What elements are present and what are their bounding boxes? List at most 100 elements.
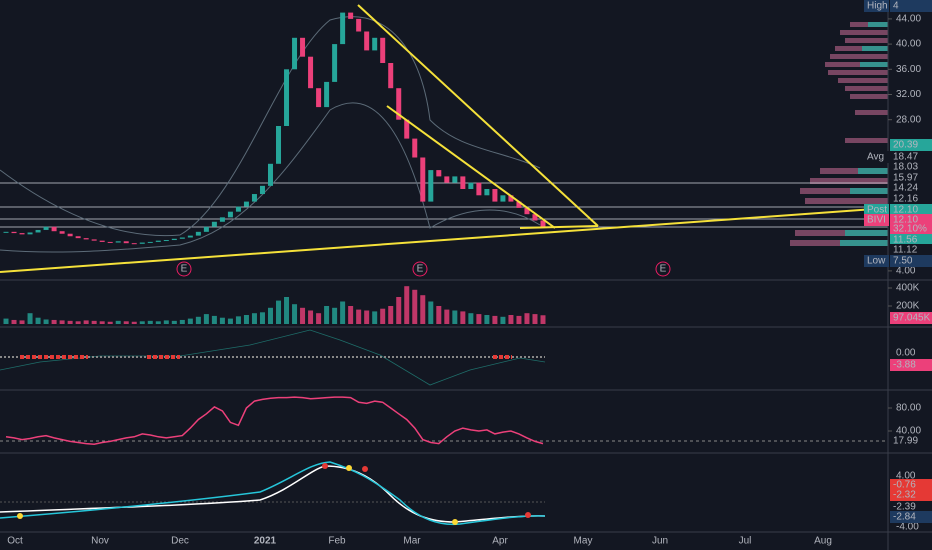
candle — [428, 170, 434, 202]
candle — [452, 176, 458, 183]
candle — [147, 241, 153, 243]
candle — [187, 235, 193, 238]
volume-bar — [404, 286, 410, 324]
volume-bar — [251, 313, 257, 324]
badge-tag — [864, 204, 889, 216]
volume-bar — [364, 310, 370, 324]
volume-bar — [460, 311, 466, 324]
badge-tag-text: Post — [867, 205, 887, 216]
candle — [404, 119, 410, 139]
badge-tag-text: High — [867, 1, 888, 12]
volume-bar — [171, 320, 177, 324]
time-label: Apr — [492, 536, 508, 547]
macd-pane — [0, 329, 546, 386]
badge-text: 18.03 — [893, 162, 918, 173]
earnings-marker — [412, 261, 428, 277]
volume-bar — [308, 310, 314, 324]
candle — [75, 236, 81, 239]
time-label: Jun — [652, 536, 668, 547]
volume-bar — [187, 318, 193, 324]
candle — [508, 195, 514, 202]
price-badge — [890, 359, 932, 371]
price-badge — [890, 479, 932, 491]
candle — [35, 229, 41, 233]
candle — [59, 231, 65, 234]
volume-bar — [516, 315, 522, 324]
candle — [27, 232, 33, 235]
candle — [308, 56, 314, 89]
volume-bar — [147, 320, 153, 324]
price-badge — [890, 161, 932, 173]
volume-bar — [131, 321, 137, 324]
badge-text: -2.32 — [893, 490, 916, 501]
candle — [123, 241, 129, 244]
candle — [51, 226, 57, 232]
badge-tag-text: BIVI — [867, 215, 886, 226]
volume-bar — [243, 315, 249, 324]
candle — [235, 206, 241, 212]
badge-text: 4 — [893, 1, 899, 12]
candle — [163, 240, 169, 242]
volume-bar — [316, 313, 322, 324]
badge-tag-text: Avg — [867, 152, 884, 163]
volume-bar — [468, 313, 474, 324]
badge-tag — [864, 255, 889, 267]
badge-text: 97.045K — [893, 313, 931, 324]
volume-bar — [492, 315, 498, 324]
volume-bar — [348, 306, 354, 324]
candle — [348, 12, 354, 19]
volume-bar — [267, 307, 273, 324]
candle — [195, 231, 201, 236]
candle — [540, 220, 546, 227]
badge-text: -3.88 — [893, 360, 916, 371]
price-badge — [890, 501, 932, 513]
volume-bar — [524, 313, 530, 324]
earnings-marker — [655, 261, 671, 277]
candle — [532, 214, 538, 221]
badge-tag-text: Low — [867, 256, 886, 267]
volume-bar — [19, 320, 25, 324]
candle — [332, 44, 338, 82]
candle — [171, 238, 177, 241]
time-label: 2021 — [254, 536, 277, 547]
price-badge — [890, 0, 932, 12]
candle — [484, 189, 490, 196]
trend-line — [519, 225, 599, 229]
badge-text: 11.12 — [893, 245, 918, 256]
volume-bar — [155, 321, 161, 324]
price-badge — [890, 172, 932, 184]
y-tick-label: 200K — [896, 301, 920, 312]
earnings-text: E — [417, 264, 424, 275]
volume-bar — [356, 309, 362, 324]
badge-text: 14.24 — [893, 183, 918, 194]
price-badge — [890, 182, 932, 194]
y-tick-label: 36.00 — [896, 64, 921, 75]
candle — [356, 18, 362, 32]
volume-bar — [163, 320, 169, 324]
volume-bar — [123, 321, 129, 324]
badge-text: 32.10% — [893, 224, 927, 235]
volume-bar — [91, 320, 97, 324]
trend-line — [357, 4, 599, 227]
volume-bar — [227, 318, 233, 324]
badge-text: 7.50 — [893, 256, 913, 267]
volume-bar — [292, 304, 298, 324]
badge-text: 17.99 — [893, 436, 918, 447]
volume-bar — [452, 310, 458, 324]
price-badge — [890, 193, 932, 205]
badge-text: -0.76 — [893, 480, 916, 491]
volume-bar — [340, 301, 346, 324]
bollinger-lower — [0, 102, 541, 253]
badge-text: -2.39 — [893, 502, 916, 513]
candle — [115, 241, 121, 243]
candle — [83, 238, 89, 240]
stoch-line — [5, 396, 544, 445]
osc-label: -4.00 — [896, 522, 919, 533]
candle — [476, 182, 482, 196]
y-tick-label: 40.00 — [896, 39, 921, 50]
candle — [460, 176, 466, 189]
candle — [284, 69, 290, 126]
time-label: Nov — [91, 536, 109, 547]
badge-text: 12.10 — [893, 215, 918, 226]
